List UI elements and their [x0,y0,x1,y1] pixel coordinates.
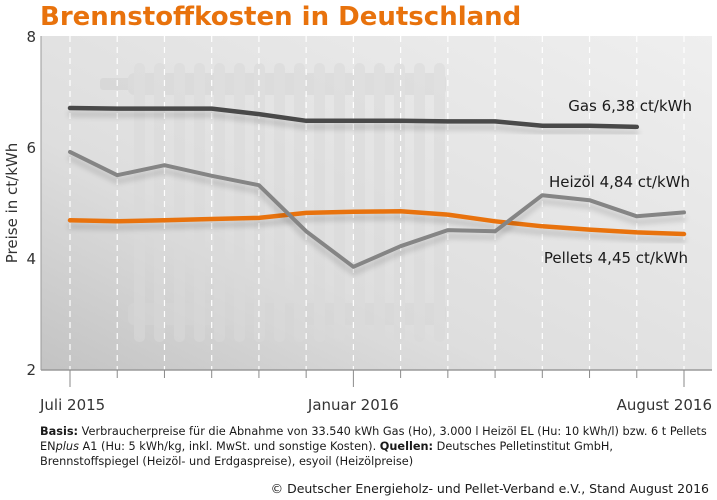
x-ticks [69,370,685,387]
x-tick-label: Januar 2016 [307,396,399,414]
radiator-rib [314,63,325,342]
radiator-top-bar [128,73,446,95]
radiator-rib [414,63,425,342]
y-tick-label: 6 [26,139,36,157]
gridlines [69,36,685,370]
chart: 2 4 6 8 Juli 2015 Januar 2016 August 2016 Pre… [3,28,712,414]
basis-italic: plus [55,440,79,453]
series-line-gas [67,105,640,130]
radiator-rib [194,63,205,342]
x-tick-label: Juli 2015 [39,396,105,414]
copyright-credit: © Deutscher Energieholz- und Pellet-Verb… [270,481,709,496]
y-tick-label: 4 [26,250,36,268]
radiator-rib [154,63,165,342]
chart-title: Brennstoffkosten in Deutschland [40,2,522,32]
x-tick-label: August 2016 [617,396,712,414]
radiator-rib [374,63,385,342]
series-label-heizoel: Heizöl 4,84 ct/kWh [549,173,690,191]
radiator-rib [394,63,405,342]
y-tick-label: 8 [26,28,36,46]
series-line-pellets [67,209,687,237]
radiator-bottom-bar [128,303,446,325]
series-lines [67,105,687,269]
radiator-rib [294,63,305,342]
series-label-pellets: Pellets 4,45 ct/kWh [544,249,688,267]
radiator-rib [434,63,445,342]
basis-text-2: A1 (Hu: 5 kWh/kg, inkl. MwSt. und sonsti… [78,440,380,453]
y-axis-title: Preise in ct/kWh [3,143,21,263]
footnote: Basis: Verbraucherpreise für die Abnahme… [40,424,710,469]
basis-label: Basis: [40,425,79,438]
radiator-rib [214,63,225,342]
radiator-rib [174,63,185,342]
series-line-heizoel [68,149,686,269]
radiator-rib [234,63,245,342]
radiator-rib [354,63,365,342]
y-tick-label: 2 [26,361,36,379]
sources-label: Quellen: [379,440,434,453]
y-tick-labels: 2 4 6 8 [26,28,36,379]
x-tick-labels: Juli 2015 Januar 2016 August 2016 [39,396,712,414]
series-label-gas: Gas 6,38 ct/kWh [568,97,692,115]
radiator-rib [334,63,345,342]
basis-text-1: Verbraucherpreise für die Abnahme von 33… [40,425,707,453]
series-labels: Gas 6,38 ct/kWh Heizöl 4,84 ct/kWh Pellets… [544,97,692,267]
sources-text: Deutsches Pelletinstitut GmbH, Brennstof… [40,440,613,468]
radiator-rib [134,63,145,342]
